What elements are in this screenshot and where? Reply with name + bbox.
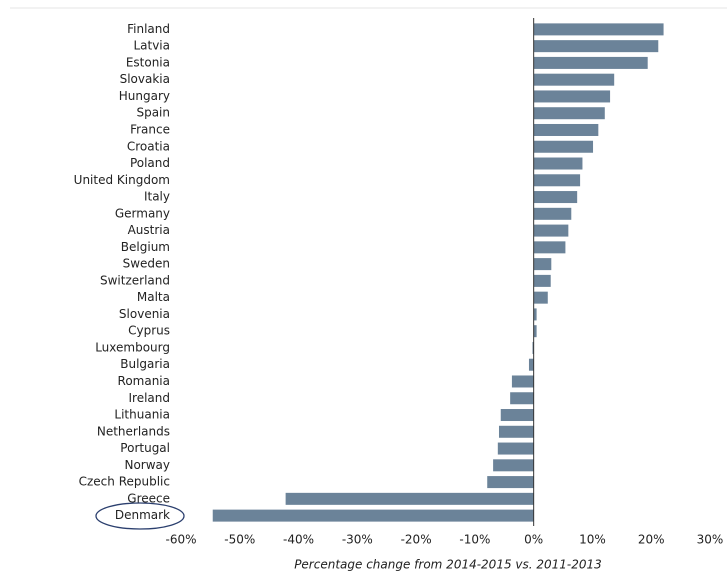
bar (533, 73, 615, 86)
y-tick-label: Ireland (128, 391, 170, 405)
bar (285, 492, 534, 505)
bar (533, 157, 583, 170)
bar (493, 459, 534, 472)
x-axis-title: Percentage change from 2014-2015 vs. 201… (294, 558, 602, 572)
y-tick-label: Belgium (121, 240, 170, 254)
x-tick-label: -40% (283, 533, 314, 547)
bar (533, 123, 599, 136)
y-tick-label: Poland (130, 156, 170, 170)
x-tick-label: 0% (524, 533, 543, 547)
y-tick-label: Lithuania (114, 408, 170, 422)
y-tick-label: Bulgaria (120, 357, 170, 371)
bar (511, 375, 534, 388)
y-tick-label: Switzerland (100, 273, 170, 287)
bar (533, 291, 548, 304)
y-tick-label: Hungary (119, 89, 170, 103)
y-tick-label: Netherlands (97, 424, 170, 438)
bar (533, 90, 611, 103)
bar (533, 224, 569, 237)
x-tick-label: -50% (224, 533, 255, 547)
x-tick-label: -20% (401, 533, 432, 547)
y-tick-label: Estonia (126, 55, 170, 69)
bar (533, 241, 566, 254)
y-tick-label: France (130, 122, 170, 136)
y-tick-label: Slovakia (120, 72, 170, 86)
bar (497, 442, 534, 455)
y-tick-label: Sweden (123, 257, 170, 271)
bar (533, 140, 594, 153)
bar (533, 207, 572, 220)
y-tick-label: Spain (136, 106, 170, 120)
bar (532, 341, 534, 354)
x-tick-label: 30% (697, 533, 724, 547)
y-tick-label: Malta (137, 290, 170, 304)
x-tick-label: -30% (342, 533, 373, 547)
bar (212, 509, 534, 522)
bar (533, 191, 578, 204)
y-tick-label: Latvia (133, 39, 170, 53)
bar (533, 308, 537, 321)
bar (533, 258, 552, 271)
bar (533, 107, 605, 120)
bar (487, 476, 534, 489)
y-tick-label: Luxembourg (95, 340, 170, 354)
bar (533, 174, 581, 187)
y-tick-label: Czech Republic (79, 475, 170, 489)
y-tick-label: Greece (127, 491, 170, 505)
bar (533, 23, 664, 36)
x-tick-label: 10% (579, 533, 606, 547)
y-tick-label: Norway (124, 458, 170, 472)
y-tick-label: Austria (128, 223, 170, 237)
y-tick-label: Slovenia (119, 307, 170, 321)
bar (533, 56, 648, 69)
y-tick-label: United Kingdom (74, 173, 170, 187)
x-tick-label: -10% (459, 533, 490, 547)
bar (533, 274, 551, 287)
y-tick-label: Cyprus (128, 324, 170, 338)
highlight-circle (95, 502, 185, 530)
y-tick-label: Croatia (127, 139, 170, 153)
x-tick-label: 20% (638, 533, 665, 547)
y-tick-label: Denmark (115, 508, 170, 522)
x-tick-label: -60% (165, 533, 196, 547)
y-tick-label: Germany (115, 206, 170, 220)
y-tick-label: Italy (144, 190, 170, 204)
y-tick-label: Romania (118, 374, 170, 388)
bar (510, 392, 534, 405)
bar (498, 425, 534, 438)
bar (533, 325, 537, 338)
y-tick-label: Finland (127, 22, 170, 36)
bar (528, 358, 534, 371)
y-tick-label: Portugal (120, 441, 170, 455)
bar (500, 409, 534, 422)
bar (533, 40, 659, 53)
